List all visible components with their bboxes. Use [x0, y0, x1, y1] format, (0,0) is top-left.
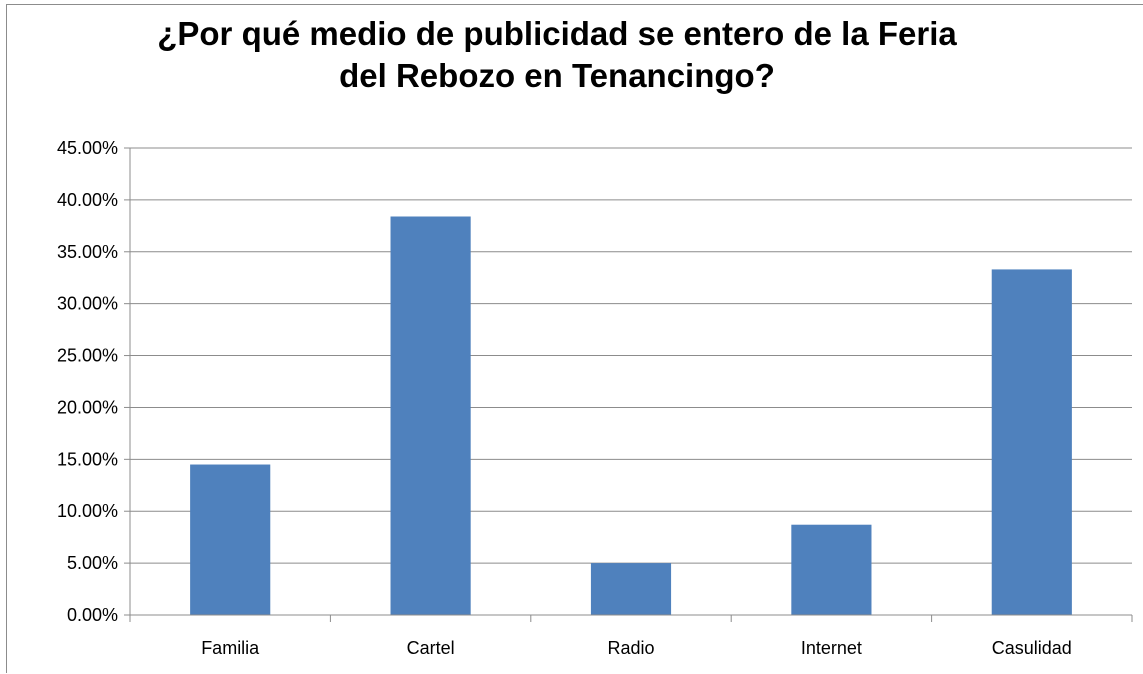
y-tick-label-4: 20.00%	[57, 397, 118, 417]
bar-radio	[590, 563, 672, 615]
y-tick-label-2: 10.00%	[57, 501, 118, 521]
y-tick-label-3: 15.00%	[57, 449, 118, 469]
x-tick-label-casulidad: Casulidad	[992, 638, 1072, 658]
x-tick-label-cartel: Cartel	[407, 638, 455, 658]
y-tick-label-1: 5.00%	[67, 553, 118, 573]
bar-casulidad	[991, 269, 1072, 615]
bar-internet	[791, 524, 872, 615]
tick-labels: 0.00% 5.00% 10.00% 15.00% 20.00% 25.00% 30.00%…	[57, 138, 1072, 658]
y-tick-label-9: 45.00%	[57, 138, 118, 158]
axes	[124, 147, 1133, 622]
bar-cartel	[390, 216, 471, 615]
y-tick-label-5: 25.00%	[57, 346, 118, 366]
x-tick-label-familia: Familia	[201, 638, 260, 658]
chart-frame: ¿Por qué medio de publicidad se entero d…	[6, 4, 1143, 673]
y-tick-label-0: 0.00%	[67, 605, 118, 625]
gridlines	[130, 147, 1132, 564]
bars	[190, 216, 1072, 615]
x-tick-label-radio: Radio	[607, 638, 654, 658]
y-tick-label-8: 40.00%	[57, 190, 118, 210]
chart-title-line-2: del Rebozo en Tenancingo?	[339, 57, 775, 94]
bar-familia	[190, 464, 271, 615]
bar-chart-plot: 0.00% 5.00% 10.00% 15.00% 20.00% 25.00% 30.00%…	[57, 138, 1133, 658]
chart-title: ¿Por qué medio de publicidad se entero d…	[7, 13, 1107, 97]
x-tick-label-internet: Internet	[801, 638, 862, 658]
y-tick-label-7: 35.00%	[57, 242, 118, 262]
y-tick-label-6: 30.00%	[57, 294, 118, 314]
chart-title-line-1: ¿Por qué medio de publicidad se entero d…	[157, 15, 957, 52]
